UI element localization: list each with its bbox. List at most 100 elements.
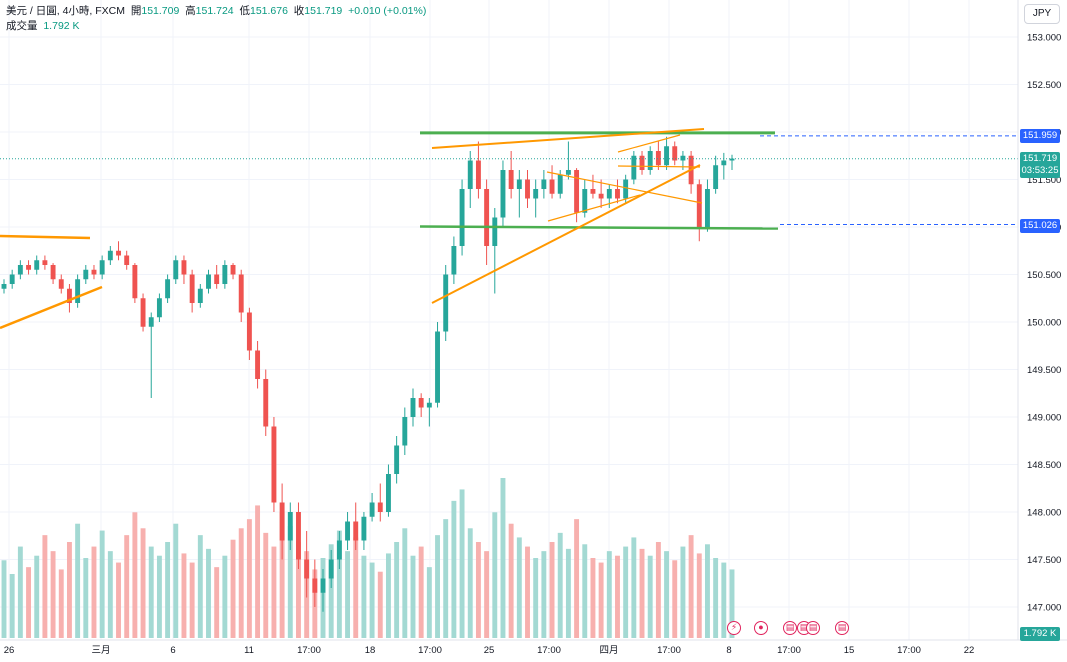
candle-body	[713, 165, 719, 189]
price-axis[interactable]: 153.000152.500152.000151.500151.000150.5…	[1027, 33, 1061, 614]
volume-bar	[516, 537, 522, 638]
candle-body	[107, 250, 113, 261]
price-tick-label: 150.000	[1027, 318, 1061, 329]
time-tick-label: 17:00	[657, 645, 681, 656]
volume-bar	[181, 553, 187, 638]
volume-bar	[467, 528, 473, 638]
us-flag-icon[interactable]: ▤	[835, 621, 849, 635]
candle-body	[557, 174, 563, 194]
volume-bar	[17, 546, 23, 638]
volume-bar	[565, 548, 571, 638]
volume-bar	[107, 551, 113, 638]
volume-bar	[655, 542, 661, 638]
open-value: 151.709	[141, 5, 180, 17]
candle-body	[623, 179, 629, 199]
volume-bar	[222, 555, 228, 638]
close-value: 151.719	[304, 5, 343, 17]
trendline-rising-support	[431, 164, 701, 304]
candle-body	[410, 398, 416, 417]
triangle-bottom	[547, 194, 641, 222]
price-tick-label: 147.000	[1027, 603, 1061, 614]
volume-bar	[99, 530, 105, 638]
candle-body	[238, 274, 244, 313]
volume-bar	[1, 560, 7, 638]
volume-bar	[230, 539, 236, 638]
volume-bar	[263, 532, 269, 638]
candle-body	[230, 265, 236, 275]
symbol-label[interactable]: 美元 / 日圓, 4小時, FXCM	[6, 5, 126, 17]
candle-body	[696, 184, 702, 227]
candle-body	[484, 189, 490, 246]
volume-bar	[328, 544, 334, 638]
candle-body	[631, 155, 637, 180]
candle-body	[148, 317, 154, 327]
us-flag-icon[interactable]: ▤	[783, 621, 797, 635]
low-label: 低	[239, 5, 250, 17]
volume-bar	[435, 535, 440, 638]
us-flag-icon[interactable]: ▤	[806, 621, 820, 635]
currency-button[interactable]: JPY	[1024, 4, 1060, 24]
price-tick-label: 150.500	[1027, 270, 1061, 281]
candle-body	[426, 402, 432, 408]
time-axis[interactable]: 26 三月 6 11 17:00 18 17:00 25 17:00 四月 17:00 8 17:00 1…	[4, 645, 975, 656]
candle-body	[516, 179, 522, 189]
candle-body	[222, 265, 228, 284]
volume-bar	[156, 555, 162, 638]
candle-body	[459, 189, 465, 246]
volume-bar	[418, 546, 424, 638]
volume-bar	[459, 489, 465, 638]
candle-body	[165, 279, 171, 299]
trendline-top-left	[0, 234, 91, 240]
volume-bar	[140, 528, 146, 638]
volume-bar	[271, 546, 277, 638]
volume-bar	[394, 542, 400, 638]
time-tick-label: 17:00	[897, 645, 921, 656]
candle-body	[525, 179, 530, 199]
candle-body	[533, 189, 539, 199]
candle-body	[66, 288, 72, 303]
volume-bar	[672, 560, 678, 638]
candle-body	[83, 269, 89, 280]
volume-bar	[132, 512, 138, 638]
candle-body	[304, 559, 310, 579]
circle-dot-icon[interactable]: ●	[754, 621, 768, 635]
volume-bar	[598, 562, 604, 638]
price-tick-label: 151.500	[1027, 175, 1061, 186]
volume-bar	[148, 546, 154, 638]
low-value: 151.676	[249, 5, 288, 17]
volume-bar	[238, 528, 244, 638]
volume-bars	[1, 478, 735, 638]
volume-bar	[647, 555, 653, 638]
candle-body	[680, 155, 686, 161]
volume-bar	[66, 542, 72, 638]
candle-body	[206, 274, 211, 289]
volume-price-tag: 1.792 K	[1020, 627, 1060, 641]
price-tick-label: 148.500	[1027, 460, 1061, 471]
candle-body	[377, 502, 383, 512]
candle-body	[549, 179, 555, 194]
volume-bar	[606, 551, 612, 638]
volume-tag-value: 1.792 K	[1023, 628, 1057, 639]
volume-bar	[541, 551, 547, 638]
trend-drawings	[0, 128, 1018, 330]
volume-bar	[713, 558, 719, 638]
candle-body	[361, 516, 367, 541]
volume-bar	[116, 562, 121, 638]
lightning-icon[interactable]: ⚡	[727, 621, 741, 635]
volume-bar	[451, 500, 457, 638]
candle-body	[402, 417, 408, 446]
price-tick-label: 152.500	[1027, 80, 1061, 91]
candle-body	[214, 274, 220, 284]
volume-bar	[336, 530, 342, 638]
time-tick-label: 6	[170, 645, 175, 656]
candle-body	[598, 193, 604, 199]
volume-bar	[206, 548, 211, 638]
volume-bar	[287, 526, 293, 638]
price-tick-label: 153.000	[1027, 33, 1061, 44]
candle-body	[287, 512, 293, 541]
candle-body	[328, 559, 334, 579]
time-tick-label: 四月	[599, 645, 618, 656]
support-line	[419, 225, 779, 230]
volume-bar	[58, 569, 64, 638]
